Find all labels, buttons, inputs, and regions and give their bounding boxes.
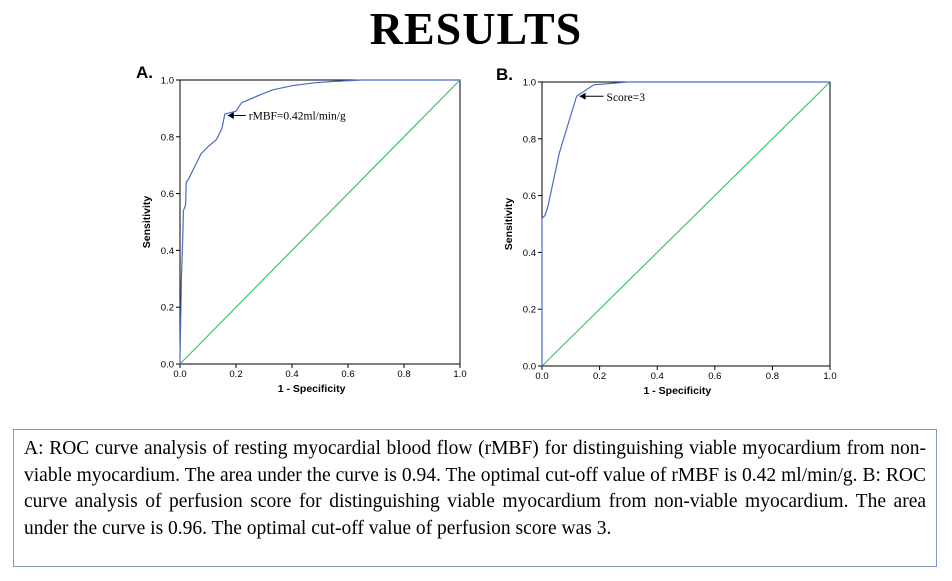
reference-line [179,79,461,365]
plot-frame [179,79,461,365]
annotation-label: Score=3 [607,92,646,104]
y-tick-label: 0.8 [161,132,174,143]
y-axis-label: Sensitivity [503,198,515,251]
y-tick-label: 0.4 [523,248,536,259]
y-tick-label: 0.8 [523,134,536,145]
x-tick-label: 0.2 [229,369,242,380]
x-tick-label: 0.8 [397,369,410,380]
x-tick-label: 0.0 [535,371,548,382]
x-tick-label: 0.4 [285,369,298,380]
y-tick-label: 0.6 [161,189,174,200]
x-tick-label: 0.0 [173,369,186,380]
y-tick-label: 0.2 [523,305,536,316]
x-tick-label: 0.4 [651,371,664,382]
y-tick-label: 0.0 [161,360,174,371]
annotation-label: rMBF=0.42ml/min/g [249,111,346,123]
y-tick-label: 1.0 [161,76,174,87]
y-tick-label: 0.2 [161,303,174,314]
figure-caption: A: ROC curve analysis of resting myocard… [13,429,937,567]
annotation-arrow-head [227,112,234,119]
x-tick-label: 0.2 [593,371,606,382]
y-axis-label: Sensitivity [141,196,153,249]
x-axis-label: 1 - Specificity [644,385,712,397]
y-tick-label: 0.6 [523,191,536,202]
annotation-arrow-head [579,92,586,100]
y-tick-label: 0.0 [523,362,536,373]
roc-chart-a: A. 0.0 0.2 0.4 0.6 0.8 1.0 0.0 0.2 0.4 0.6 0.8 1.0 1 … [136,63,467,395]
x-tick-label: 0.6 [708,371,721,382]
roc-curve [541,81,830,366]
reference-line [541,81,831,367]
roc-curve [179,79,460,364]
y-tick-label: 1.0 [523,78,536,89]
x-tick-label: 1.0 [823,371,836,382]
x-tick-label: 1.0 [453,369,466,380]
roc-chart-b: B. 0.0 0.2 0.4 0.6 0.8 1.0 0.0 0.2 0.4 0.6 0.8 1.0 1 … [496,65,837,397]
panel-label: B. [496,65,513,84]
page-title: RESULTS [369,3,583,54]
x-tick-label: 0.8 [766,371,779,382]
y-tick-label: 0.4 [161,246,174,257]
x-axis-label: 1 - Specificity [278,383,346,395]
x-tick-label: 0.6 [341,369,354,380]
panel-label: A. [136,63,153,82]
